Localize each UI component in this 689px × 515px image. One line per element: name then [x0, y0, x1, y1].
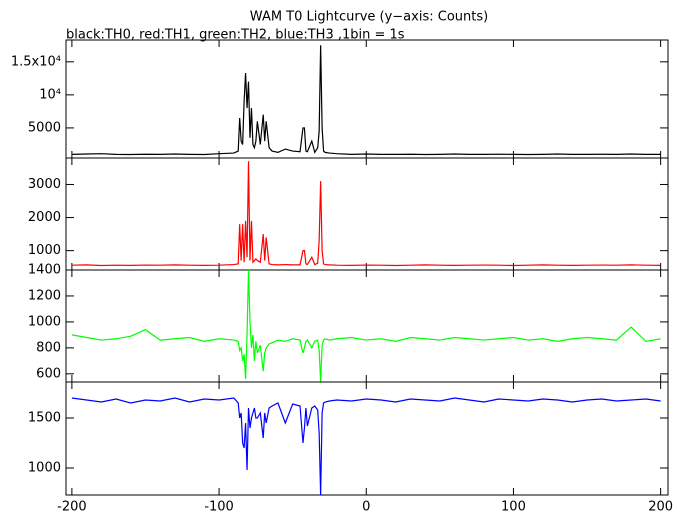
chart-title: WAM T0 Lightcurve (y−axis: Counts): [250, 10, 488, 25]
lightcurve: [71, 161, 661, 267]
y-tick-label: 10⁴: [39, 87, 61, 102]
y-tick-label: 1000: [28, 461, 61, 476]
x-tick-label: -100: [204, 500, 234, 515]
y-tick-label: 1200: [28, 288, 61, 303]
y-tick-label: 1000: [28, 314, 61, 329]
y-tick-label: 1000: [28, 243, 61, 258]
panel-frame: [65, 39, 669, 159]
lightcurve: [71, 45, 661, 156]
y-tick-label: 1400: [28, 263, 61, 278]
y-tick-label: 600: [36, 366, 61, 381]
panel-frame: [65, 381, 669, 496]
x-tick-label: 100: [501, 500, 526, 515]
panel-frame: [65, 157, 669, 271]
lightcurve: [71, 397, 661, 496]
y-tick-label: 1500: [28, 411, 61, 426]
y-tick-label: 3000: [28, 177, 61, 192]
chart-subtitle: black:TH0, red:TH1, green:TH2, blue:TH3 …: [66, 28, 405, 43]
lightcurve: [71, 269, 661, 382]
x-tick-label: -200: [57, 500, 87, 515]
x-tick-label: 0: [362, 500, 370, 515]
y-tick-label: 5000: [28, 120, 61, 135]
y-tick-label: 1.5x10⁴: [11, 54, 61, 69]
panel-frame: [65, 269, 669, 383]
x-tick-label: 200: [648, 500, 673, 515]
y-tick-label: 800: [36, 340, 61, 355]
y-tick-label: 2000: [28, 210, 61, 225]
